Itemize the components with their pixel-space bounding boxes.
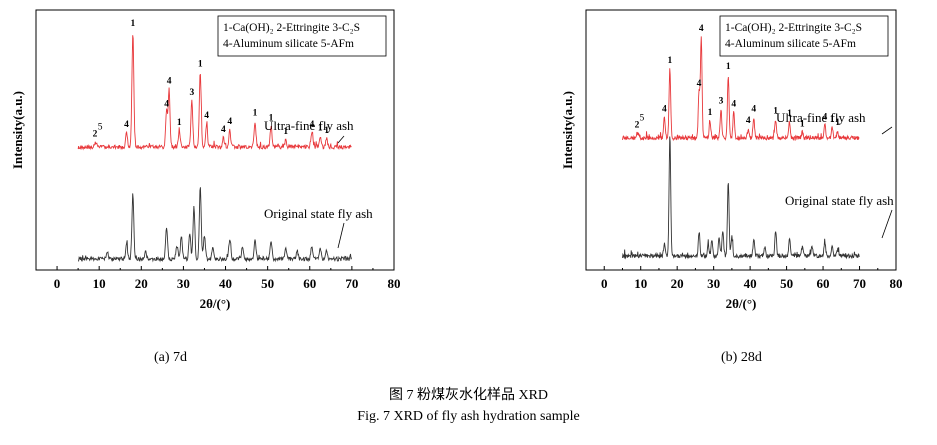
series-leader-line (337, 135, 345, 144)
peak-label: 4 (221, 125, 226, 135)
figure-caption-cn: 图 7 粉煤灰水化样品 XRD (388, 388, 549, 403)
x-tick-label: 70 (345, 276, 358, 291)
legend-line: 4-Aluminum silicate 5-AFm (725, 38, 856, 50)
peak-label: 2 (635, 120, 640, 130)
x-tick-label: 40 (744, 276, 757, 291)
peak-label: 1 (198, 59, 203, 69)
series-label-original: Original state fly ash (264, 206, 373, 221)
x-tick-label: 80 (388, 276, 401, 291)
x-tick-label: 60 (303, 276, 316, 291)
x-tick-label: 20 (135, 276, 148, 291)
legend-line: 1-Ca(OH)₂ 2-Ettringite 3-C₂S (223, 22, 360, 34)
x-tick-label: 50 (780, 276, 793, 291)
peak-label: 1 (318, 124, 323, 134)
plot-frame (35, 9, 395, 271)
series-ultrafine-line (77, 35, 352, 151)
peak-label: 1 (708, 108, 713, 118)
peak-label: 3 (719, 96, 724, 106)
x-tick-label: 30 (707, 276, 720, 291)
series-leader-line (881, 209, 893, 239)
peak-label: 3 (189, 88, 194, 98)
x-tick-label: 40 (219, 276, 232, 291)
panel-1: 0 10 20 30 40 50 60 70 80 2θ/(°) Intensity(a.u.) 1-… (560, 9, 903, 311)
peak-label: 4 (731, 100, 736, 110)
peak-label: 1 (773, 107, 778, 117)
series-leader-line (337, 222, 345, 249)
y-axis-label: Intensity(a.u.) (560, 91, 575, 169)
peak-label: 4 (124, 120, 129, 130)
x-tick-label: 30 (177, 276, 190, 291)
peak-label: 1 (800, 119, 805, 129)
panel-b-label: (b) 28d (721, 350, 762, 365)
y-axis-label: Intensity(a.u.) (10, 91, 25, 169)
peak-label: 1 (324, 126, 329, 136)
peak-label: 4 (227, 117, 232, 127)
x-tick-label: 50 (261, 276, 274, 291)
peak-label: 4 (662, 104, 667, 114)
peak-label: 4 (164, 100, 169, 110)
peak-label: 1 (835, 118, 840, 128)
peak-label: 1 (283, 127, 288, 137)
legend-box (217, 15, 387, 57)
peak-label: 1 (253, 109, 258, 119)
peak-label: 5 (640, 114, 645, 124)
legend-line: 4-Aluminum silicate 5-AFm (223, 38, 354, 50)
panel-0: 0 10 20 30 40 50 60 70 80 2θ/(°) Intensity(a.u.) 1-… (10, 9, 401, 311)
peak-label: 1 (726, 62, 731, 72)
peak-label: 4 (751, 104, 756, 114)
peak-label: 4 (309, 120, 314, 130)
peak-label: 4 (699, 24, 704, 34)
peak-label: 4 (697, 79, 702, 89)
x-axis-label: 2θ/(°) (200, 296, 231, 311)
peak-label: 1 (830, 115, 835, 125)
series-original-line (622, 136, 860, 260)
x-tick-label: 70 (853, 276, 866, 291)
series-original-line (78, 187, 352, 263)
series-leader-line (881, 126, 893, 135)
peak-label: 5 (98, 123, 103, 133)
legend-line: 1-Ca(OH)₂ 2-Ettringite 3-C₂S (725, 22, 862, 34)
peak-label: 1 (269, 113, 274, 123)
figure-caption-en: Fig. 7 XRD of fly ash hydration sample (357, 409, 580, 424)
peak-label: 4 (204, 111, 209, 121)
x-tick-label: 60 (817, 276, 830, 291)
x-tick-label: 20 (671, 276, 684, 291)
x-axis-label: 2θ/(°) (726, 296, 757, 311)
peak-label: 2 (93, 129, 98, 139)
x-tick-label: 0 (601, 276, 608, 291)
peak-label: 1 (130, 19, 135, 29)
peak-label: 4 (746, 116, 751, 126)
series-label-ultrafine: Ultra-fine fly ash (776, 110, 866, 125)
x-tick-label: 0 (54, 276, 61, 291)
series-label-ultrafine: Ultra-fine fly ash (264, 118, 354, 133)
peak-label: 1 (787, 109, 792, 119)
x-tick-label: 10 (93, 276, 106, 291)
series-ultrafine-line (622, 36, 860, 142)
legend-box (719, 15, 889, 57)
peak-label: 1 (177, 118, 182, 128)
peak-label: 4 (167, 77, 172, 87)
series-label-original: Original state fly ash (785, 193, 894, 208)
peak-label: 4 (823, 112, 828, 122)
peak-label: 1 (668, 56, 673, 66)
x-tick-label: 80 (890, 276, 903, 291)
x-tick-label: 10 (634, 276, 647, 291)
panel-a-label: (a) 7d (154, 350, 188, 365)
plot-frame (585, 9, 897, 271)
